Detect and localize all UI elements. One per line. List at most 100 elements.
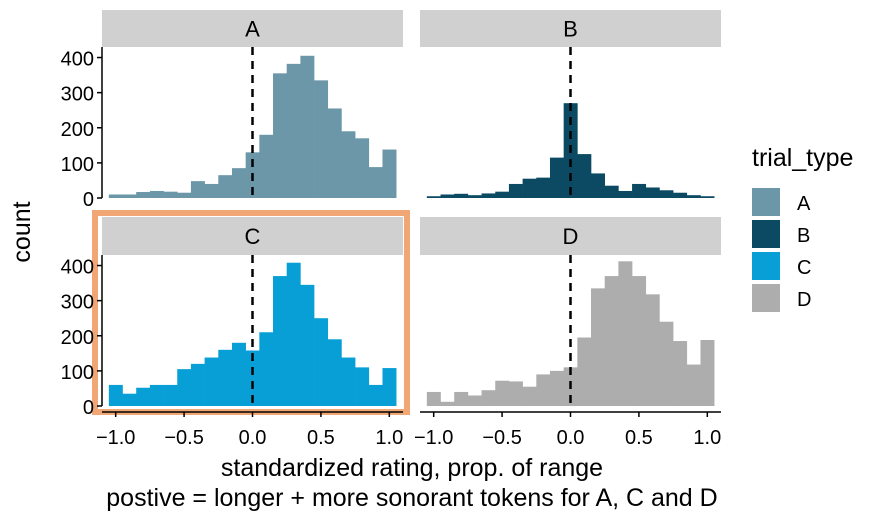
y-tick-label: 400 — [61, 49, 94, 71]
histogram-bar — [204, 183, 219, 198]
histogram-bar — [149, 190, 164, 198]
facet-c: C — [92, 210, 410, 415]
histogram-bar — [163, 191, 178, 198]
histogram-bar — [327, 108, 342, 198]
histogram-bar — [245, 350, 260, 406]
histogram-bar — [686, 364, 701, 406]
legend-swatch-d — [752, 284, 780, 312]
histogram-bar — [231, 342, 246, 406]
histogram-bar — [218, 175, 233, 198]
histogram-bar — [122, 393, 137, 406]
histogram-bar — [426, 196, 441, 198]
x-tick-label: −1.0 — [414, 427, 453, 449]
histogram-bar — [686, 195, 701, 198]
y-tick-label: 200 — [61, 327, 94, 349]
histogram-bar — [536, 374, 551, 406]
histogram-bar — [454, 391, 469, 406]
histogram-bar — [645, 187, 660, 198]
histogram-bar — [508, 183, 523, 198]
histogram-bar — [163, 384, 178, 406]
histogram-bar — [368, 384, 383, 406]
legend-title: trial_type — [752, 144, 853, 172]
x-tick-label: −1.0 — [96, 427, 135, 449]
histogram-bar — [382, 368, 397, 406]
histogram-bar — [659, 321, 674, 406]
y-tick-label: 400 — [61, 257, 94, 279]
histogram-bar — [591, 288, 605, 406]
facet-strip-label-d: D — [563, 224, 579, 249]
y-tick-label: 0 — [83, 397, 94, 419]
histogram-bar — [341, 131, 356, 198]
legend-label-c: C — [797, 257, 811, 279]
x-tick-label: 0.5 — [625, 427, 653, 449]
histogram-bar — [382, 149, 397, 198]
legend-label-d: D — [797, 289, 811, 311]
legend-swatch-c — [752, 252, 780, 280]
histogram-bar — [273, 73, 287, 198]
histogram-bar — [355, 138, 370, 198]
histogram-bar — [122, 194, 137, 198]
histogram-bar — [259, 134, 274, 198]
facet-a: A — [102, 10, 403, 198]
histogram-bar — [454, 193, 469, 198]
y-tick-label: 300 — [61, 292, 94, 314]
facet-panels: A B C D — [92, 10, 721, 415]
x-tick-label: 0.5 — [307, 427, 335, 449]
legend-label-a: A — [797, 193, 811, 215]
facet-strip-c — [102, 217, 403, 255]
x-tick-label: 0.0 — [557, 427, 585, 449]
histogram-bar — [700, 196, 715, 198]
histogram-bar — [314, 318, 329, 406]
histogram-bar — [700, 339, 715, 406]
histogram-bar — [481, 193, 496, 198]
histogram-bar — [204, 357, 219, 406]
histogram-bar — [522, 386, 537, 406]
facet-strip-label-b: B — [563, 17, 578, 42]
histogram-bar — [632, 183, 647, 198]
x-tick-label: −0.5 — [482, 427, 521, 449]
histogram-bar — [549, 157, 564, 198]
x-tick-label: 1.0 — [693, 427, 721, 449]
histogram-bar — [673, 341, 688, 406]
histogram-bar — [645, 294, 660, 406]
facet-strip-label-a: A — [245, 17, 260, 42]
histogram-bar — [341, 357, 356, 406]
histogram-bar — [177, 369, 192, 406]
histogram-bar — [426, 391, 441, 406]
x-tick-label: −0.5 — [164, 427, 203, 449]
x-tick-label: 0.0 — [239, 427, 267, 449]
histogram-bar — [467, 195, 482, 198]
facet-strip-a — [102, 10, 403, 47]
histogram-bar — [136, 192, 151, 198]
y-tick-label: 100 — [61, 154, 94, 176]
facet-d: D — [420, 217, 721, 406]
x-axis-title: standardized rating, prop. of range — [221, 454, 603, 482]
histogram-bar — [508, 381, 523, 406]
caption: postive = longer + more sonorant tokens … — [106, 484, 717, 512]
histogram-bar — [190, 181, 205, 198]
histogram-bar — [440, 194, 455, 198]
facet-strip-label-c: C — [245, 224, 261, 249]
histogram-bar — [673, 192, 688, 198]
histogram-bar — [259, 332, 274, 406]
histogram-bar — [618, 190, 633, 198]
histogram-bar — [577, 337, 592, 406]
histogram-bar — [495, 191, 510, 198]
histogram-bar — [286, 63, 301, 198]
histogram-bar — [495, 380, 510, 406]
facet-b: B — [420, 10, 721, 198]
facet-strip-d — [420, 217, 721, 255]
x-tick-label: 1.0 — [375, 427, 403, 449]
histogram-bar — [286, 262, 301, 406]
histogram-bar — [632, 276, 647, 406]
histogram-bar — [136, 387, 151, 406]
histogram-bar — [300, 284, 315, 406]
y-axis-title: count — [8, 201, 36, 262]
histogram-bar — [577, 154, 592, 198]
histogram-bar — [149, 384, 164, 406]
histogram-bar — [231, 168, 246, 198]
histogram-bar — [190, 363, 205, 406]
histogram-bar — [314, 80, 329, 198]
